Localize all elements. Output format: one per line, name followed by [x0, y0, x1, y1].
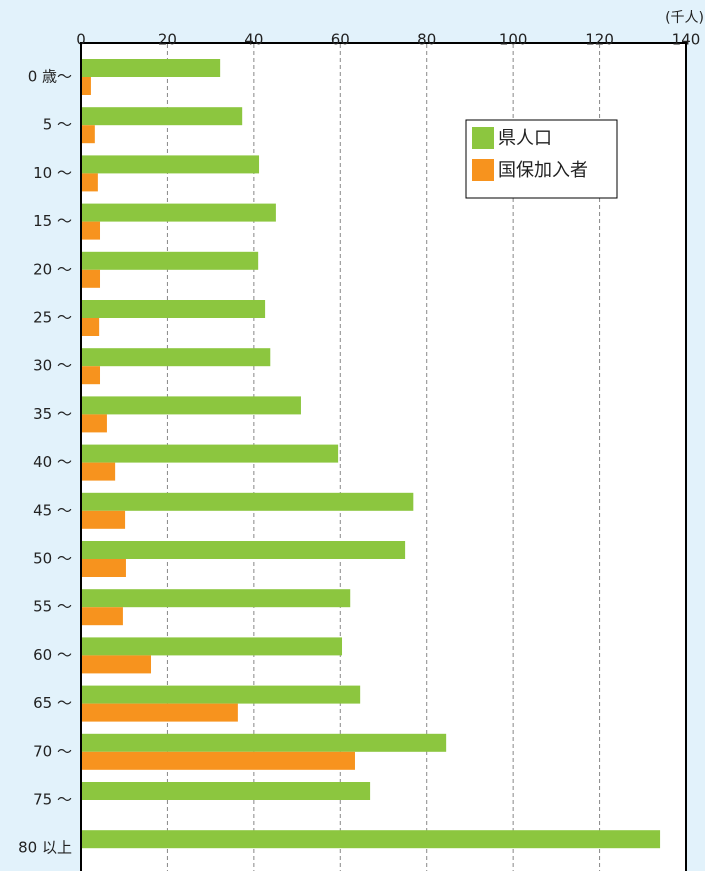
- y-tick-label: 30 ～: [33, 357, 72, 375]
- bar: [81, 348, 271, 367]
- y-tick-label: 20 ～: [33, 260, 72, 278]
- bar: [81, 830, 661, 849]
- legend-label: 国保加入者: [498, 160, 588, 181]
- bar: [81, 366, 101, 385]
- x-tick-label: 0: [76, 31, 86, 49]
- bar: [81, 269, 101, 288]
- bar: [81, 414, 107, 433]
- bar: [81, 655, 152, 674]
- y-tick-label: 80 以上: [18, 839, 72, 857]
- y-tick-label: 70 ～: [33, 742, 72, 760]
- bar: [81, 462, 116, 481]
- bar: [81, 589, 351, 608]
- bar: [81, 685, 361, 704]
- bar: [81, 637, 343, 656]
- x-tick-label: 80: [417, 31, 436, 49]
- bar: [81, 173, 98, 192]
- bar: [81, 125, 95, 144]
- bar: [81, 751, 355, 770]
- y-tick-label: 45 ～: [33, 501, 72, 519]
- y-tick-label: 25 ～: [33, 309, 72, 327]
- y-tick-label: 15 ～: [33, 212, 72, 230]
- bar: [81, 510, 126, 529]
- y-tick-label: 35 ～: [33, 405, 72, 423]
- y-tick-label: 40 ～: [33, 453, 72, 471]
- y-tick-label: 5 ～: [43, 116, 72, 134]
- y-tick-label: 55 ～: [33, 598, 72, 616]
- legend-swatch: [472, 159, 494, 181]
- unit-label: (千人): [665, 10, 704, 26]
- bar: [81, 251, 259, 270]
- bar: [81, 155, 260, 174]
- x-tick-label: 20: [158, 31, 177, 49]
- y-tick-label: 75 ～: [33, 791, 72, 809]
- y-tick-label: 10 ～: [33, 164, 72, 182]
- y-tick-label: 0 歳～: [28, 68, 72, 86]
- bar: [81, 221, 101, 240]
- bar: [81, 492, 414, 511]
- x-tick-label: 140: [672, 31, 701, 49]
- bar: [81, 300, 266, 318]
- bar: [81, 203, 276, 222]
- bar: [81, 541, 406, 559]
- bar: [81, 444, 339, 463]
- bar: [81, 59, 221, 77]
- y-tick-label: 50 ～: [33, 550, 72, 568]
- x-tick-label: 120: [585, 31, 614, 49]
- legend-label: 県人口: [498, 128, 552, 149]
- x-tick-label: 100: [499, 31, 528, 49]
- x-tick-label: 40: [244, 31, 263, 49]
- bar: [81, 703, 238, 722]
- bar: [81, 77, 91, 95]
- y-tick-label: 65 ～: [33, 694, 72, 712]
- bar: [81, 107, 243, 126]
- bar: [81, 318, 100, 336]
- legend-swatch: [472, 127, 494, 149]
- bar: [81, 733, 447, 752]
- y-tick-label: 60 ～: [33, 646, 72, 664]
- bar: [81, 782, 371, 800]
- bar: [81, 559, 126, 577]
- bar: [81, 607, 123, 626]
- bar: [81, 396, 301, 415]
- x-tick-label: 60: [331, 31, 350, 49]
